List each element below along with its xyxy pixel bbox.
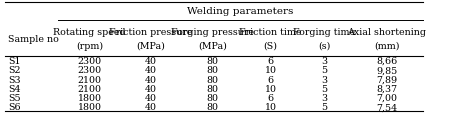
Text: 7,89: 7,89 xyxy=(376,75,397,84)
Text: S2: S2 xyxy=(9,66,21,75)
Text: S6: S6 xyxy=(9,102,21,111)
Text: 7,00: 7,00 xyxy=(376,93,397,102)
Text: 6: 6 xyxy=(268,93,274,102)
Text: Axial shortening: Axial shortening xyxy=(347,28,426,37)
Text: 2100: 2100 xyxy=(78,84,101,93)
Text: 10: 10 xyxy=(264,84,277,93)
Text: 80: 80 xyxy=(207,93,219,102)
Text: (MPa): (MPa) xyxy=(137,41,165,50)
Text: 80: 80 xyxy=(207,66,219,75)
Text: Forging time: Forging time xyxy=(293,28,355,37)
Text: 3: 3 xyxy=(321,93,327,102)
Text: Friction time: Friction time xyxy=(239,28,302,37)
Text: Rotating speed: Rotating speed xyxy=(53,28,126,37)
Text: 2300: 2300 xyxy=(77,66,101,75)
Text: Sample no: Sample no xyxy=(9,34,59,43)
Text: S4: S4 xyxy=(9,84,21,93)
Text: 5: 5 xyxy=(321,84,327,93)
Text: 7,54: 7,54 xyxy=(376,102,397,111)
Text: Forging pressure: Forging pressure xyxy=(171,28,254,37)
Text: 2100: 2100 xyxy=(78,75,101,84)
Text: S3: S3 xyxy=(9,75,21,84)
Text: 80: 80 xyxy=(207,57,219,65)
Text: 40: 40 xyxy=(145,84,157,93)
Text: (MPa): (MPa) xyxy=(198,41,227,50)
Text: 40: 40 xyxy=(145,93,157,102)
Text: S5: S5 xyxy=(9,93,21,102)
Text: 1800: 1800 xyxy=(78,102,101,111)
Text: 40: 40 xyxy=(145,57,157,65)
Text: 3: 3 xyxy=(321,75,327,84)
Text: 3: 3 xyxy=(321,57,327,65)
Text: 10: 10 xyxy=(264,102,277,111)
Text: (mm): (mm) xyxy=(374,41,400,50)
Text: 40: 40 xyxy=(145,102,157,111)
Text: 6: 6 xyxy=(268,57,274,65)
Text: 2300: 2300 xyxy=(77,57,101,65)
Text: Friction pressure: Friction pressure xyxy=(109,28,193,37)
Text: 8,37: 8,37 xyxy=(376,84,397,93)
Text: 80: 80 xyxy=(207,84,219,93)
Text: 8,66: 8,66 xyxy=(376,57,397,65)
Text: 80: 80 xyxy=(207,75,219,84)
Text: 1800: 1800 xyxy=(78,93,101,102)
Text: (s): (s) xyxy=(318,41,330,50)
Text: 40: 40 xyxy=(145,75,157,84)
Text: 10: 10 xyxy=(264,66,277,75)
Text: 80: 80 xyxy=(207,102,219,111)
Text: (rpm): (rpm) xyxy=(76,41,103,50)
Text: Welding parameters: Welding parameters xyxy=(187,7,294,16)
Text: 5: 5 xyxy=(321,66,327,75)
Text: 6: 6 xyxy=(268,75,274,84)
Text: 40: 40 xyxy=(145,66,157,75)
Text: S1: S1 xyxy=(9,57,21,65)
Text: 5: 5 xyxy=(321,102,327,111)
Text: 9,85: 9,85 xyxy=(376,66,397,75)
Text: (S): (S) xyxy=(264,41,278,50)
